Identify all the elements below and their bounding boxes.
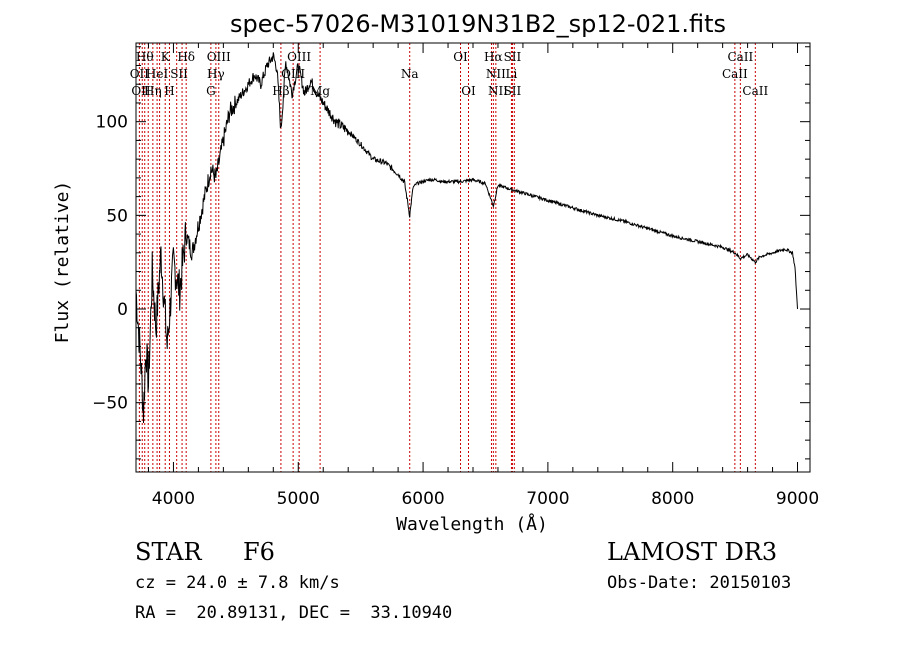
- object-subclass: F6: [243, 538, 275, 566]
- line-label-6: Hδ: [177, 50, 195, 64]
- line-label-7: SII: [170, 67, 188, 81]
- line-label-20: SII: [504, 50, 522, 64]
- x-tick-label-6000: 6000: [401, 489, 444, 509]
- spectrum-line: [135, 52, 798, 424]
- y-axis: −50 0 50 100: [92, 46, 810, 460]
- x-tick-label-5000: 5000: [277, 489, 320, 509]
- line-label-17: OI: [453, 50, 468, 64]
- x-tick-label-7000: 7000: [526, 489, 569, 509]
- line-label-12: OIII: [287, 50, 311, 64]
- line-label-24: SII: [504, 84, 522, 98]
- line-label-9: OIII: [207, 50, 231, 64]
- line-label-11: G: [206, 84, 216, 98]
- line-label-14: Hβ: [272, 84, 289, 98]
- line-label-19: Hα: [484, 50, 503, 64]
- line-label-22: Li: [506, 67, 518, 81]
- line-label-23: NII: [488, 84, 508, 98]
- x-axis: 4000 5000 6000 7000 8000 9000: [147, 43, 819, 509]
- y-tick-label-100: 100: [96, 113, 128, 133]
- line-label-16: Na: [401, 67, 419, 81]
- line-label-8: H: [164, 84, 174, 98]
- line-label-26: CaII: [722, 67, 748, 81]
- survey-name: LAMOST DR3: [607, 538, 778, 566]
- y-axis-label: Flux (relative): [52, 181, 73, 344]
- x-tick-label-8000: 8000: [651, 489, 694, 509]
- line-label-21: NII: [486, 67, 506, 81]
- line-label-0: Hθ: [136, 50, 154, 64]
- y-tick-label-50: 50: [106, 206, 128, 226]
- observation-date: Obs-Date: 20150103: [607, 573, 792, 593]
- line-label-1: OII: [130, 67, 150, 81]
- coordinates: RA = 20.89131, DEC = 33.10940: [135, 603, 453, 623]
- y-tick-label-0: 0: [117, 300, 128, 320]
- object-class: STAR: [135, 538, 202, 566]
- line-label-3: HeI: [146, 67, 169, 81]
- x-tick-label-9000: 9000: [776, 489, 819, 509]
- line-label-25: CaII: [727, 50, 753, 64]
- line-label-10: Hγ: [207, 67, 225, 81]
- y-tick-label--50: −50: [92, 394, 128, 414]
- x-tick-label-4000: 4000: [152, 489, 195, 509]
- plot-frame: [135, 42, 811, 473]
- line-label-4: Hη: [144, 84, 162, 98]
- redshift-cz: cz = 24.0 ± 7.8 km/s: [135, 573, 340, 593]
- emission-line-markers: [138, 43, 756, 472]
- chart-title: spec-57026-M31019N31B2_sp12-021.fits: [230, 10, 726, 38]
- x-axis-label: Wavelength (Å): [396, 513, 548, 535]
- line-label-18: OI: [461, 84, 476, 98]
- line-label-27: CaII: [742, 84, 768, 98]
- line-label-5: K: [161, 50, 171, 64]
